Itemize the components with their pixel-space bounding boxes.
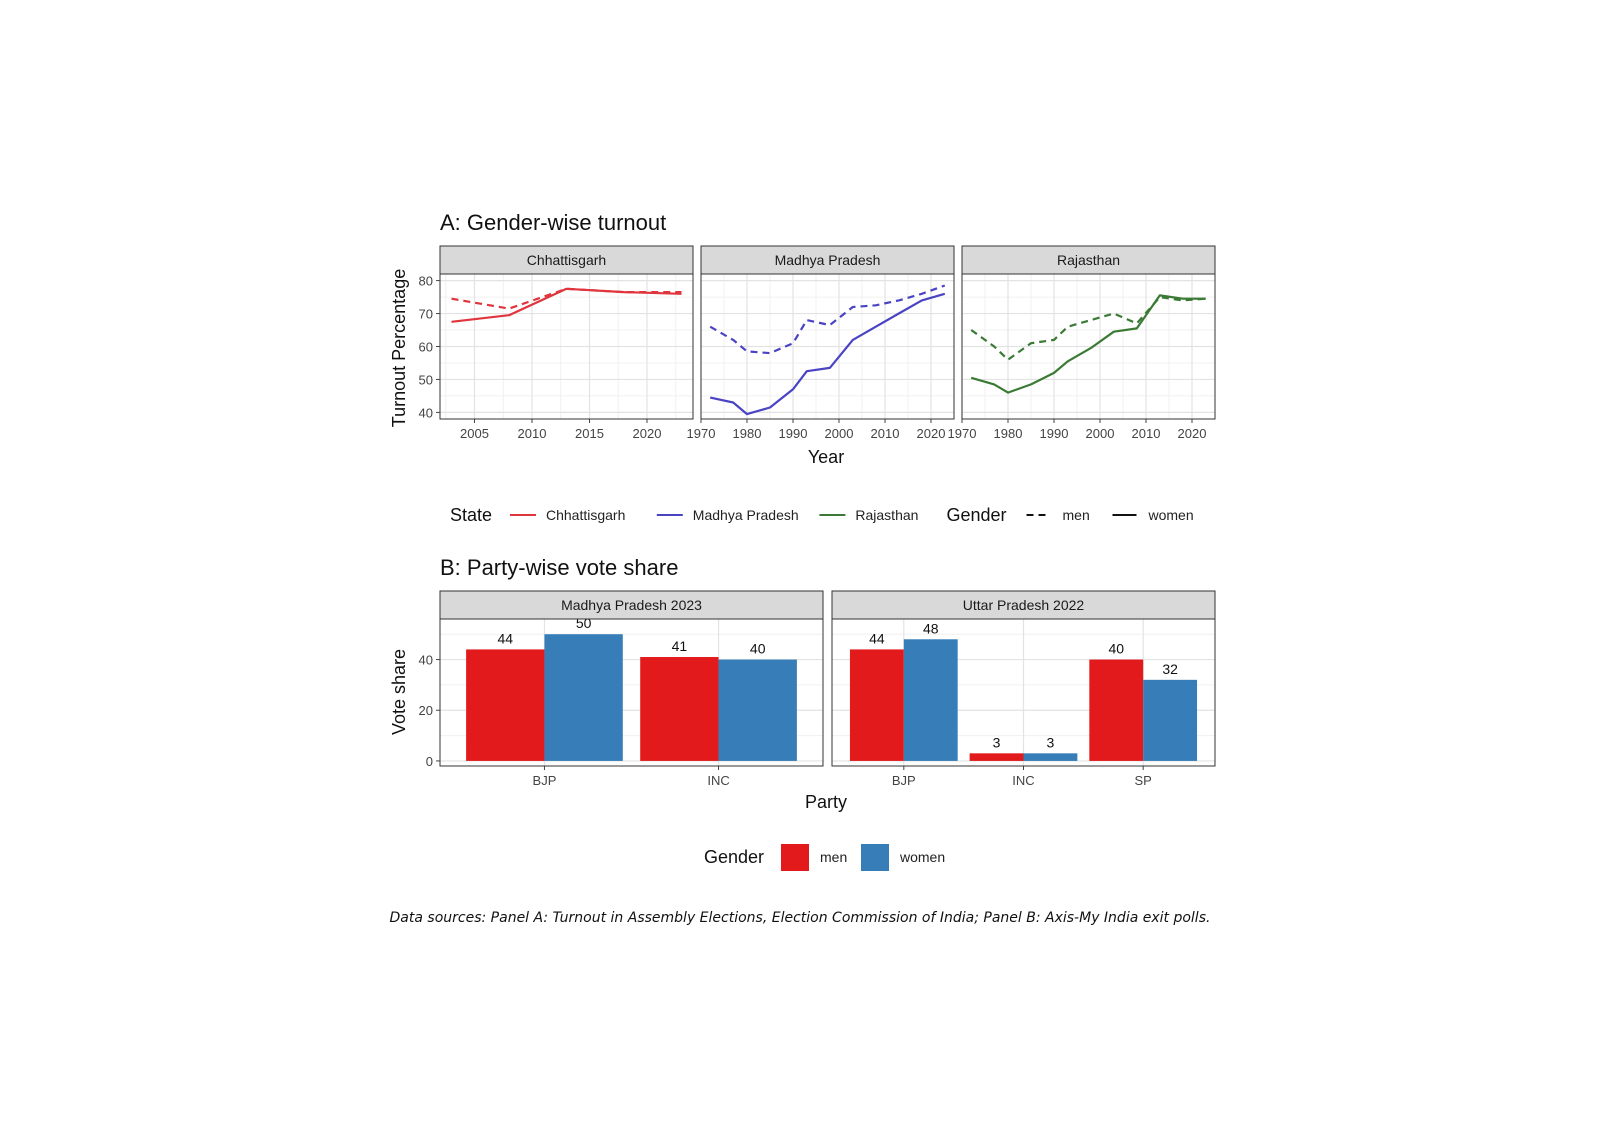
y-tick-label: 60 (419, 340, 433, 355)
x-tick-label: SP (1135, 773, 1152, 788)
bar-value-label: 44 (497, 630, 513, 646)
y-tick-label: 0 (426, 754, 433, 769)
y-tick-label: 20 (419, 703, 433, 718)
bar-madhya-pradesh-2023-inc-women (718, 659, 797, 761)
x-tick-label: 2005 (460, 426, 489, 441)
bar-uttar-pradesh-2022-sp-women (1143, 679, 1198, 761)
x-tick-label: 1990 (779, 426, 808, 441)
plot-border (961, 273, 1216, 420)
x-tick-label: 2020 (1178, 426, 1207, 441)
x-tick-label: 1990 (1040, 426, 1069, 441)
facet-uttar-pradesh-2022: Uttar Pradesh 2022 44 48 BJP 3 3 INC 40 32 SP (831, 590, 1216, 788)
bar-value-label: 44 (869, 630, 885, 646)
facet-strip (831, 590, 1216, 620)
y-tick-label: 80 (419, 274, 433, 289)
plot-border (700, 273, 955, 420)
legend-label-chhattisgarh: Chhattisgarh (546, 507, 625, 523)
bar-madhya-pradesh-2023-bjp-men (466, 649, 545, 761)
facet-strip-label: Madhya Pradesh 2023 (561, 597, 702, 613)
legend-swatch-men (781, 844, 809, 871)
x-tick-label: 2010 (518, 426, 547, 441)
legend-label-rajasthan: Rajasthan (855, 507, 918, 523)
bar-value-label: 3 (1047, 734, 1055, 750)
legend-label-men: men (1063, 507, 1090, 523)
panel-b-legend: Gender men women (704, 844, 945, 871)
facet-strip-label: Madhya Pradesh (775, 252, 881, 268)
line-rajasthan-women (970, 294, 1206, 394)
x-tick-label: 1970 (687, 426, 716, 441)
y-tick-label: 50 (419, 372, 433, 387)
bar-uttar-pradesh-2022-bjp-women (903, 639, 958, 761)
panel-a-title: A: Gender-wise turnout (440, 210, 666, 235)
panel-b-x-axis-label: Party (805, 792, 847, 812)
bar-value-label: 48 (923, 620, 939, 636)
facet-strip-label: Uttar Pradesh 2022 (963, 597, 1085, 613)
facet-strip (439, 590, 824, 620)
y-tick-label: 70 (419, 307, 433, 322)
panel-a-legend: State Chhattisgarh Madhya Pradesh Rajasthan… (450, 505, 1194, 525)
facet-madhya-pradesh-2023: Madhya Pradesh 2023 44 50 BJP 41 40 INC (439, 590, 824, 788)
bar-value-label: 50 (576, 615, 592, 631)
bar-uttar-pradesh-2022-inc-men (969, 753, 1024, 761)
x-tick-label: INC (1012, 773, 1034, 788)
legend-label-women: women (899, 849, 945, 865)
x-tick-label: 2015 (575, 426, 604, 441)
bar-madhya-pradesh-2023-inc-men (640, 657, 719, 761)
legend-title-gender: Gender (704, 847, 764, 867)
x-tick-label: 2000 (1086, 426, 1115, 441)
x-tick-label: BJP (533, 773, 557, 788)
x-tick-label: 2010 (1132, 426, 1161, 441)
y-tick-label: 40 (419, 405, 433, 420)
y-tick-label: 40 (419, 653, 433, 668)
bar-uttar-pradesh-2022-bjp-men (849, 649, 904, 761)
x-tick-label: BJP (892, 773, 916, 788)
legend-swatch-women (861, 844, 889, 871)
plot-border (831, 618, 1216, 767)
bar-value-label: 32 (1162, 661, 1178, 677)
x-tick-label: 2000 (825, 426, 854, 441)
bar-value-label: 40 (1108, 641, 1124, 657)
line-madhya-pradesh-women (709, 292, 946, 416)
x-tick-label: INC (707, 773, 729, 788)
legend-label-men: men (820, 849, 847, 865)
bar-uttar-pradesh-2022-inc-women (1023, 753, 1078, 761)
line-chhattisgarh-women (451, 287, 682, 323)
x-tick-label: 1980 (733, 426, 762, 441)
x-tick-label: 1970 (948, 426, 977, 441)
data-sources-note: Data sources: Panel A: Turnout in Assemb… (389, 910, 1211, 926)
facet-strip (439, 245, 694, 275)
legend-title-gender: Gender (947, 505, 1007, 525)
facet-chhattisgarh: Chhattisgarh 2005 2010 2015 2020 (439, 245, 694, 441)
legend-label-women: women (1148, 507, 1194, 523)
legend-title-state: State (450, 505, 492, 525)
bar-uttar-pradesh-2022-sp-men (1089, 659, 1144, 761)
legend-label-madhya-pradesh: Madhya Pradesh (693, 507, 799, 523)
bar-madhya-pradesh-2023-bjp-women (544, 634, 623, 761)
bar-value-label: 41 (672, 638, 688, 654)
x-tick-label: 2010 (871, 426, 900, 441)
facet-strip-label: Chhattisgarh (527, 252, 606, 268)
facet-rajasthan: Rajasthan 1970 1980 1990 2000 2010 2020 (948, 245, 1216, 441)
facet-madhya-pradesh: Madhya Pradesh 1970 1980 1990 2000 2010 2020 (687, 245, 955, 441)
plot-border (439, 618, 824, 767)
panel-b-y-axis-label: Vote share (389, 649, 409, 735)
panel-a-y-axis-label: Turnout Percentage (389, 269, 409, 427)
panel-a-x-axis-label: Year (808, 447, 844, 467)
line-madhya-pradesh-men (709, 284, 946, 355)
x-tick-label: 1980 (994, 426, 1023, 441)
x-tick-label: 2020 (633, 426, 662, 441)
bar-value-label: 40 (750, 641, 766, 657)
facet-strip-label: Rajasthan (1057, 252, 1120, 268)
panel-b-title: B: Party-wise vote share (440, 555, 678, 580)
bar-value-label: 3 (993, 734, 1001, 750)
line-rajasthan-men (970, 296, 1206, 361)
facet-strip (961, 245, 1216, 275)
x-tick-label: 2020 (917, 426, 946, 441)
